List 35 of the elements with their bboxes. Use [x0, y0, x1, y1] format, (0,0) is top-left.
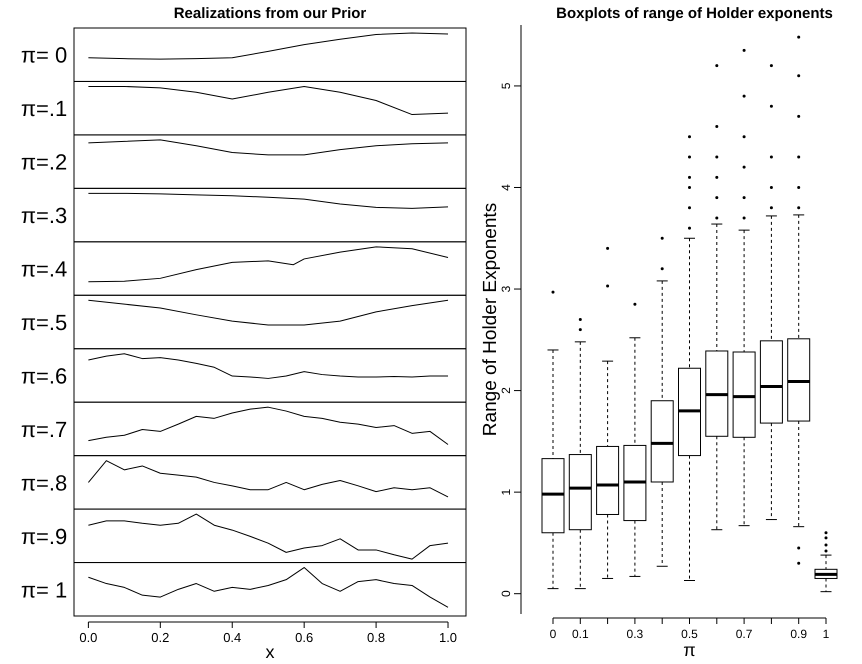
- x-tick-label: 0.1: [572, 627, 589, 641]
- y-axis-title: π=.3: [20, 203, 68, 228]
- x-tick-label: 0.0: [79, 630, 98, 645]
- y-tick-label: 2: [499, 386, 513, 394]
- x-tick-label: 1: [822, 627, 830, 641]
- y-axis-title: π=.6: [20, 363, 68, 388]
- x-tick-label: 0.2: [151, 630, 170, 645]
- chart-title: Boxplots of range of Holder exponents: [556, 5, 833, 22]
- y-axis-title: π=.1: [20, 96, 68, 122]
- y-axis-title: π=.8: [20, 470, 68, 496]
- y-axis-title: π=.9: [20, 524, 68, 549]
- y-tick-label: 1: [499, 488, 513, 496]
- x-axis-title: π: [683, 640, 696, 660]
- y-axis-title: π=.4: [20, 256, 68, 282]
- y-tick-label: 5: [499, 82, 513, 90]
- y-axis-title: π= 0: [20, 42, 68, 68]
- x-tick-label: 0.4: [223, 630, 242, 645]
- x-axis-title: x: [266, 642, 274, 662]
- y-tick-label: 4: [499, 184, 513, 191]
- x-tick-label: 0.3: [626, 627, 644, 641]
- y-axis-title: Range of Holder Exponents: [480, 202, 501, 436]
- x-tick-label: 0.7: [736, 627, 753, 641]
- x-tick-label: 1.0: [438, 630, 458, 645]
- x-tick-label: 0.9: [790, 627, 808, 641]
- y-tick-label: 0: [499, 590, 513, 598]
- x-tick-label: 0: [550, 627, 557, 641]
- x-tick-label: 0.5: [681, 627, 698, 641]
- y-axis-title: π= 1: [20, 577, 68, 602]
- x-tick-label: 0.8: [367, 630, 386, 645]
- y-axis-title: π=.7: [20, 416, 68, 442]
- y-axis-title: π=.2: [20, 150, 68, 175]
- y-tick-label: 3: [499, 285, 513, 292]
- x-tick-label: 0.6: [295, 630, 314, 645]
- chart-title: Realizations from our Prior: [174, 5, 366, 22]
- y-axis-title: π=.5: [20, 310, 68, 335]
